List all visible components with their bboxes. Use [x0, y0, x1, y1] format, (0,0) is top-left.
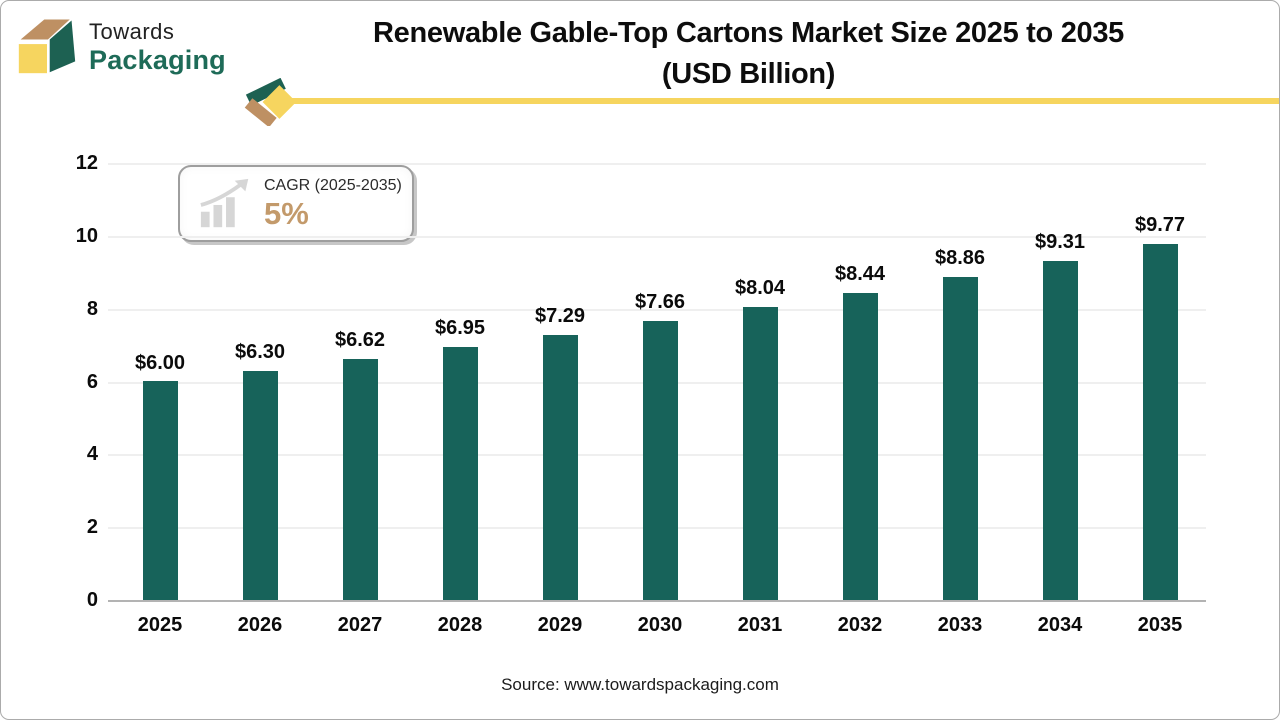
bar-2034 — [1043, 261, 1078, 600]
y-tick-label-12: 12 — [75, 152, 98, 174]
x-tick-label-2027: 2027 — [337, 614, 383, 636]
gridline-12 — [108, 163, 1206, 165]
x-tick-label-2029: 2029 — [537, 614, 583, 636]
bar-2032 — [843, 293, 878, 600]
y-tick-label-6: 6 — [86, 371, 98, 393]
chart-title-line2: (USD Billion) — [661, 58, 836, 90]
source-text: Source: www.towardspackaging.com — [501, 675, 779, 694]
x-tick-label-2034: 2034 — [1037, 614, 1083, 636]
x-tick-label-2035: 2035 — [1137, 614, 1183, 636]
bar-2035 — [1143, 244, 1178, 600]
x-tick-label-2033: 2033 — [937, 614, 983, 636]
value-label-2025: $6.00 — [134, 352, 186, 374]
y-tick-label-2: 2 — [86, 516, 98, 538]
value-label-2031: $8.04 — [734, 277, 786, 299]
x-tick-label-2030: 2030 — [637, 614, 683, 636]
y-tick-label-8: 8 — [86, 298, 98, 320]
y-tick-label-4: 4 — [86, 443, 98, 465]
packaging-cube-icon — [18, 19, 76, 74]
bar-2029 — [543, 335, 578, 600]
value-label-2035: $9.77 — [1134, 214, 1186, 236]
bar-2031 — [743, 307, 778, 600]
cagr-value: 5% — [264, 196, 309, 231]
x-tick-label-2032: 2032 — [837, 614, 883, 636]
x-tick-label-2031: 2031 — [737, 614, 783, 636]
logo-line1: Towards — [89, 19, 175, 44]
value-label-2029: $7.29 — [534, 305, 586, 327]
value-label-2026: $6.30 — [234, 341, 286, 363]
cagr-badge: CAGR (2025-2035) 5% — [178, 165, 414, 242]
bar-2027 — [343, 359, 378, 600]
value-label-2027: $6.62 — [334, 329, 386, 351]
x-tick-label-2025: 2025 — [137, 614, 183, 636]
gridline-8 — [108, 309, 1206, 311]
chart-title-line1: Renewable Gable-Top Cartons Market Size … — [372, 17, 1125, 49]
value-label-2030: $7.66 — [634, 291, 686, 313]
x-axis: 2025 2026 2027 2028 2029 2030 2031 2032 2033 2034… — [108, 614, 1206, 644]
bar-2030 — [643, 321, 678, 600]
diamond-accent-icon — [244, 78, 297, 126]
cagr-text: CAGR (2025-2035) 5% — [264, 177, 402, 231]
plot-area: $6.00 $6.30 $6.62 $6.95 $7.29 $7.66 $8.04 $8.44… — [108, 163, 1206, 602]
title-underline — [292, 98, 1279, 104]
logo-text: Towards Packaging — [89, 13, 226, 74]
x-axis-line — [108, 600, 1206, 602]
x-tick-label-2028: 2028 — [437, 614, 483, 636]
logo-line2: Packaging — [89, 45, 226, 75]
bar-2025 — [143, 381, 178, 600]
value-label-2032: $8.44 — [834, 263, 886, 285]
logo: Towards Packaging — [17, 13, 226, 77]
y-tick-label-10: 10 — [75, 225, 98, 247]
bar-2028 — [443, 347, 478, 600]
cagr-label: CAGR (2025-2035) — [264, 177, 402, 194]
value-label-2034: $9.31 — [1034, 231, 1086, 253]
bar-2026 — [243, 371, 278, 600]
value-label-2028: $6.95 — [434, 317, 486, 339]
y-tick-label-0: 0 — [86, 589, 98, 611]
chart-title: Renewable Gable-Top Cartons Market Size … — [281, 13, 1216, 95]
growth-chart-icon — [200, 178, 249, 227]
x-tick-label-2026: 2026 — [237, 614, 283, 636]
bar-2033 — [943, 277, 978, 600]
y-axis: 0 2 4 6 8 10 12 — [41, 152, 98, 611]
gridline-10 — [108, 236, 1206, 238]
value-label-2033: $8.86 — [934, 247, 986, 269]
